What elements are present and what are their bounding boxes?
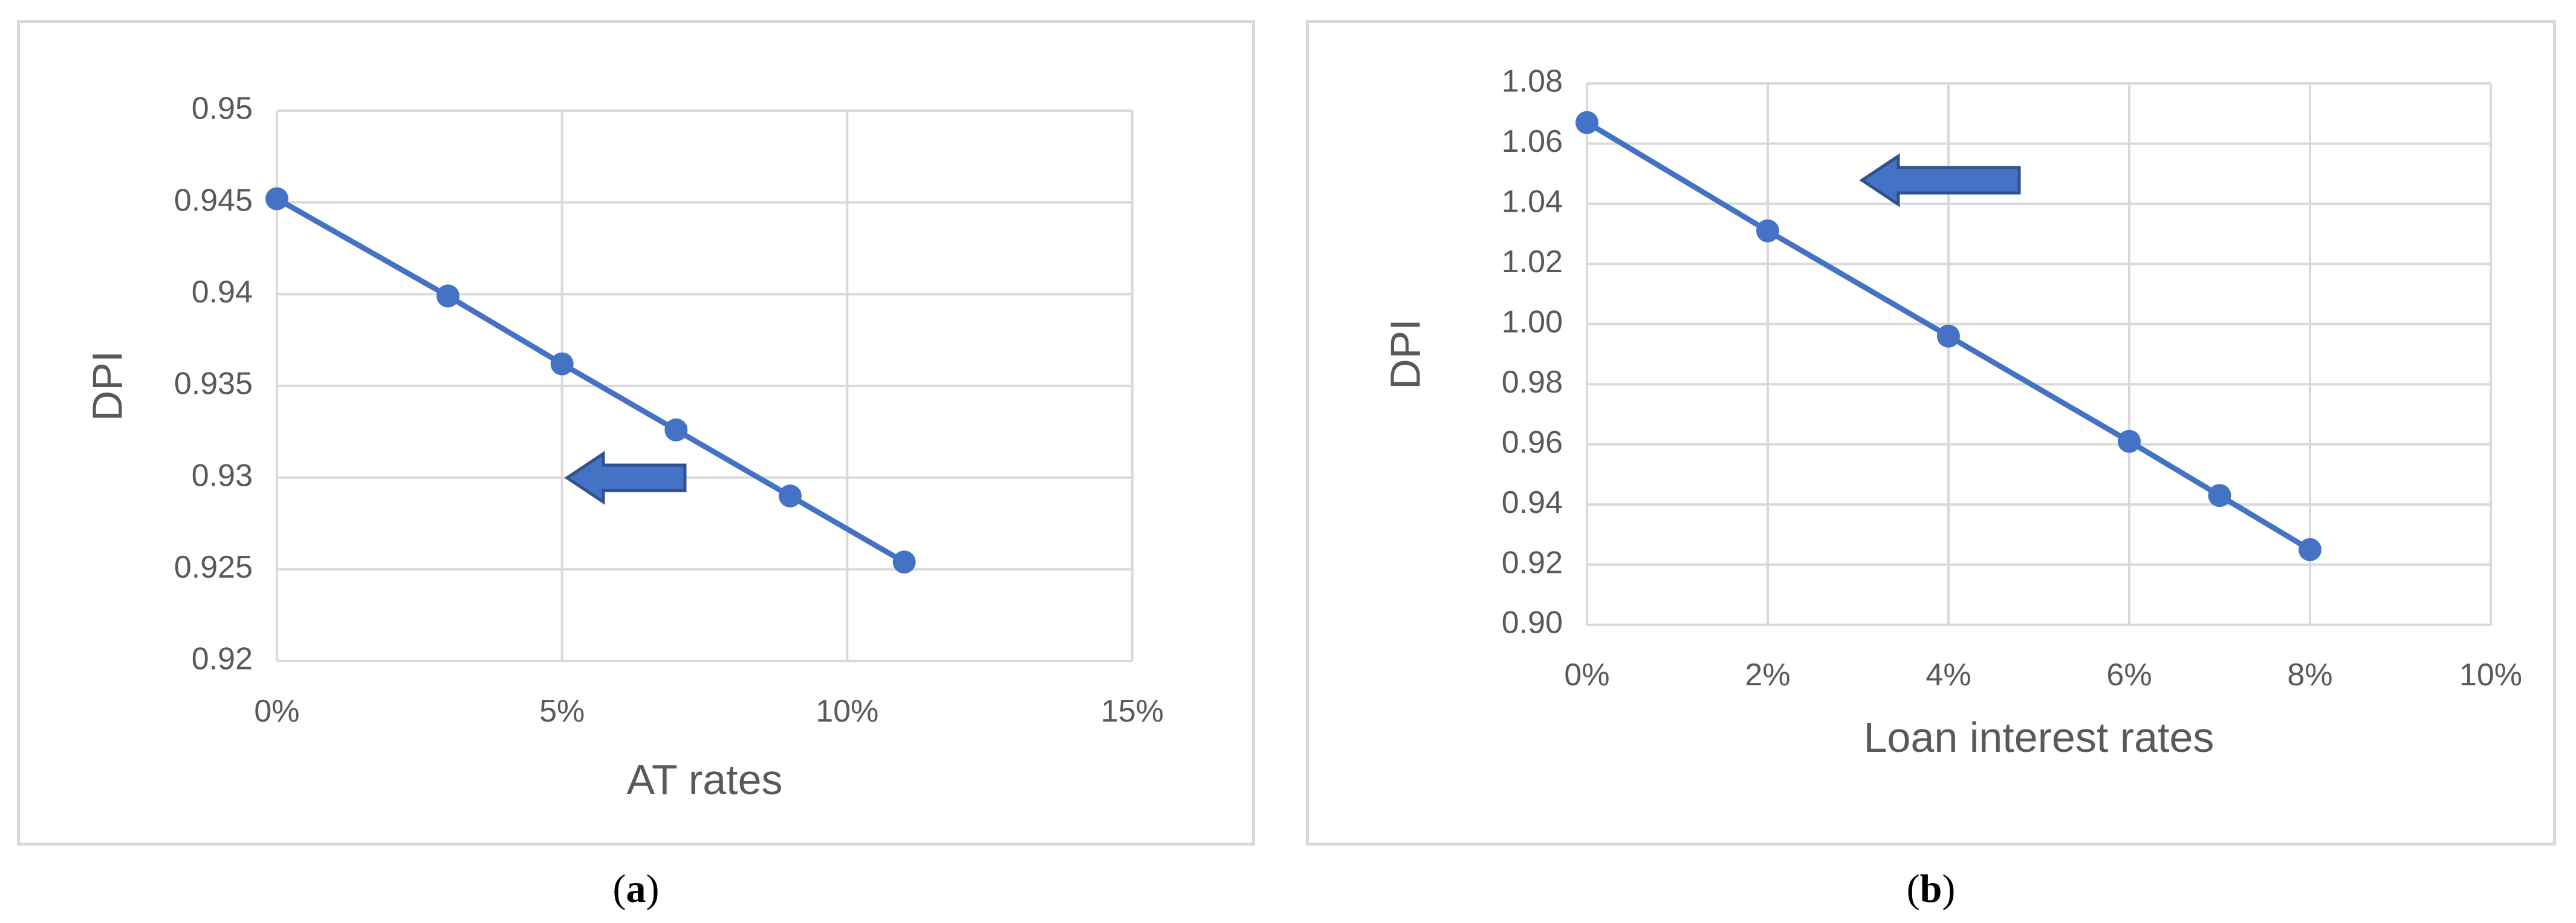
x-tick-label: 0% xyxy=(1564,657,1609,693)
data-point xyxy=(2299,538,2321,561)
caption-b: (b) xyxy=(1306,862,2556,916)
data-point xyxy=(550,352,574,376)
series-line xyxy=(275,196,906,565)
left-arrow-icon xyxy=(564,451,687,505)
data-point xyxy=(265,187,288,210)
data-point xyxy=(892,550,916,574)
data-point xyxy=(779,484,802,507)
y-tick-label: 1.02 xyxy=(1502,244,1563,279)
y-tick-label: 1.00 xyxy=(1502,305,1563,340)
y-tick-label: 0.935 xyxy=(174,367,253,402)
caption-a: (a) xyxy=(17,862,1255,916)
line-chart-b: 0% 2% 4% 6% 8% 10% 0.90 0.92 0.94 0.96 0.98 1.00 1.0… xyxy=(1381,64,2522,761)
x-tick-label: 2% xyxy=(1745,657,1790,693)
data-point xyxy=(1575,111,1598,134)
y-tick-label: 0.96 xyxy=(1502,425,1563,460)
y-tick-label: 0.98 xyxy=(1502,365,1563,400)
y-tick-label: 0.95 xyxy=(192,91,253,126)
x-tick-label: 8% xyxy=(2287,657,2332,693)
y-tick-label: 0.925 xyxy=(174,550,253,585)
y-tick-label: 0.93 xyxy=(192,458,253,493)
data-point xyxy=(664,418,688,442)
x-tick-label: 10% xyxy=(816,694,878,729)
line-chart-a: 0% 5% 10% 15% 0.92 0.925 0.93 0.935 0.94 0.945 0.9… xyxy=(83,91,1164,803)
caption-a-open: ( xyxy=(612,867,626,911)
chart-panel-b: 0% 2% 4% 6% 8% 10% 0.90 0.92 0.94 0.96 0.98 1.00 1.0… xyxy=(1306,20,2556,846)
caption-b-open: ( xyxy=(1906,867,1920,911)
x-axis-title: Loan interest rates xyxy=(1864,714,2214,761)
series-line xyxy=(1585,120,2312,552)
y-tick-label: 1.04 xyxy=(1502,184,1563,220)
y-tick-label: 1.06 xyxy=(1502,124,1563,159)
caption-b-letter: b xyxy=(1919,867,1942,911)
left-arrow-icon xyxy=(1859,153,2021,207)
x-tick-label: 0% xyxy=(254,694,299,729)
x-tick-label: 6% xyxy=(2106,657,2152,693)
y-axis-title: DPI xyxy=(1381,319,1429,390)
caption-a-letter: a xyxy=(626,867,646,911)
y-tick-label: 0.90 xyxy=(1502,605,1563,641)
y-tick-label: 0.92 xyxy=(192,642,253,677)
x-tick-label: 4% xyxy=(1926,657,1971,693)
data-point xyxy=(436,284,459,308)
y-tick-label: 0.92 xyxy=(1502,545,1563,580)
chart-panel-a: 0% 5% 10% 15% 0.92 0.925 0.93 0.935 0.94 0.945 0.9… xyxy=(17,20,1255,846)
x-tick-label: 5% xyxy=(539,694,585,729)
data-point xyxy=(1756,219,1779,243)
caption-a-close: ) xyxy=(646,867,660,911)
y-tick-label: 0.94 xyxy=(1502,485,1563,520)
caption-b-close: ) xyxy=(1942,867,1956,911)
data-point xyxy=(2208,484,2231,507)
y-tick-label: 0.945 xyxy=(174,183,253,218)
data-point xyxy=(1937,324,1960,348)
data-point xyxy=(2118,429,2141,453)
x-axis-title: AT rates xyxy=(626,756,782,803)
y-tick-label: 1.08 xyxy=(1502,64,1563,99)
x-tick-label: 15% xyxy=(1101,694,1164,729)
y-axis-title: DPI xyxy=(83,351,131,422)
x-tick-label: 10% xyxy=(2459,657,2522,693)
y-tick-label: 0.94 xyxy=(192,275,253,310)
